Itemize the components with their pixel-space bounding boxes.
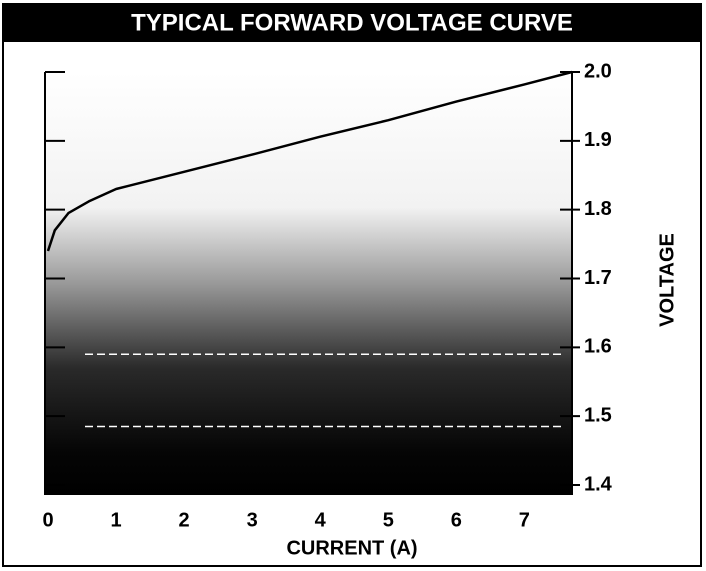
y-axis-label: VOLTAGE <box>656 233 678 327</box>
x-tick-label: 1 <box>110 509 121 531</box>
x-tick-label: 5 <box>383 509 394 531</box>
x-axis-label: CURRENT (A) <box>286 537 417 559</box>
x-tick-label: 7 <box>519 509 530 531</box>
y-tick-label: 1.5 <box>584 404 612 426</box>
x-tick-label: 6 <box>451 509 462 531</box>
plot-background <box>45 72 572 495</box>
x-tick-label: 4 <box>315 509 327 531</box>
chart-title: TYPICAL FORWARD VOLTAGE CURVE <box>131 9 573 36</box>
title-bar <box>3 4 701 42</box>
voltage-curve <box>46 70 573 252</box>
y-tick-label: 1.4 <box>584 473 613 495</box>
y-tick-label: 1.9 <box>584 129 612 151</box>
y-tick-label: 1.7 <box>584 267 612 289</box>
y-tick-label: 1.6 <box>584 336 612 358</box>
x-tick-label: 0 <box>42 509 53 531</box>
x-tick-label: 3 <box>247 509 258 531</box>
x-tick-label: 2 <box>179 509 190 531</box>
y-tick-label: 1.8 <box>584 198 612 220</box>
y-tick-label: 2.0 <box>584 60 612 82</box>
